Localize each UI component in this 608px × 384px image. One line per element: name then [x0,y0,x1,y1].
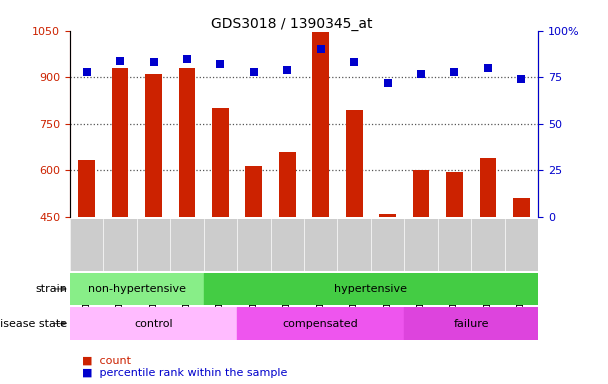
Point [215,61,225,67]
Bar [179,68,195,217]
Text: disease state: disease state [0,318,67,329]
Bar [204,273,538,305]
Point [182,56,192,62]
Text: control: control [134,318,173,329]
Text: hypertensive: hypertensive [334,284,407,294]
Text: non-hypertensive: non-hypertensive [88,284,186,294]
Point [249,69,259,75]
Point [449,69,460,75]
Bar [446,172,463,217]
Bar [78,159,95,217]
Point [416,71,426,77]
Text: failure: failure [454,318,489,329]
Point [349,59,359,65]
Bar [237,307,404,340]
Point [517,76,527,82]
Bar [246,166,262,217]
Bar [70,273,204,305]
Bar [70,307,237,340]
Bar [145,74,162,217]
Text: strain: strain [35,284,67,294]
Point [148,59,158,65]
Bar [413,170,429,217]
Text: GDS3018 / 1390345_at: GDS3018 / 1390345_at [211,17,373,31]
Bar [379,214,396,217]
Point [316,46,326,53]
Bar [480,158,496,217]
Text: ■  count: ■ count [82,355,131,365]
Bar [279,152,295,217]
Bar [346,110,362,217]
Point [383,80,393,86]
Bar [404,307,538,340]
Point [81,69,91,75]
Point [282,67,292,73]
Bar [513,199,530,217]
Text: compensated: compensated [283,318,359,329]
Bar [313,32,329,217]
Point [115,58,125,64]
Point [483,65,493,71]
Text: ■  percentile rank within the sample: ■ percentile rank within the sample [82,368,288,378]
Bar [112,68,128,217]
Bar [212,108,229,217]
